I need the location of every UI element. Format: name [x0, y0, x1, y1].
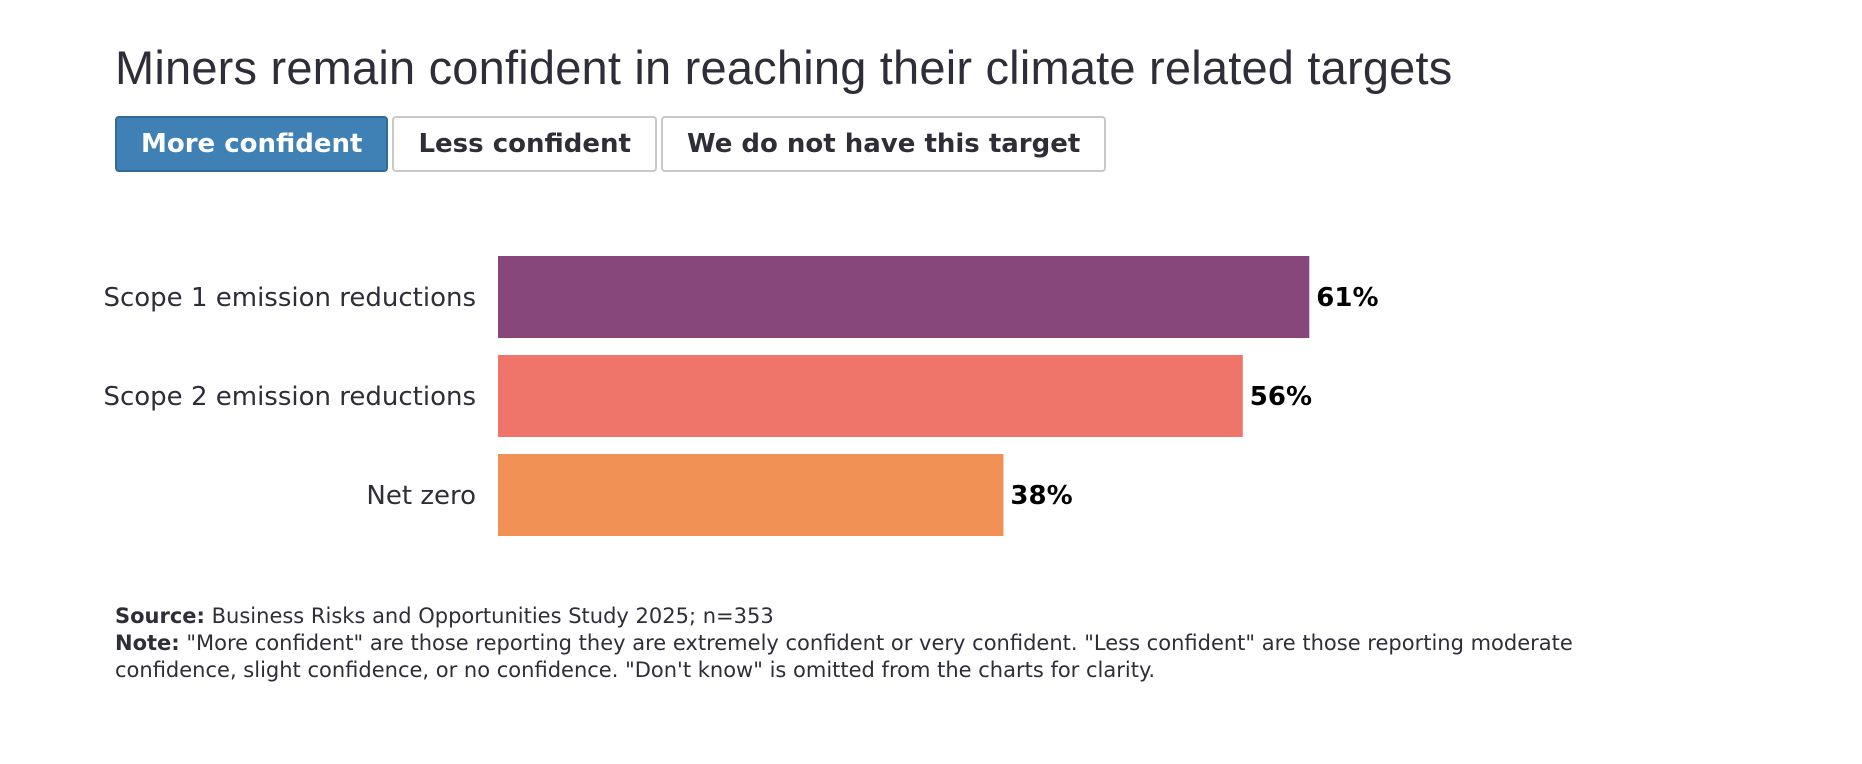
filter-tabs: More confident Less confident We do not …	[115, 116, 1107, 172]
tab-more-confident[interactable]: More confident	[115, 116, 389, 172]
tab-no-target[interactable]: We do not have this target	[660, 116, 1107, 172]
value-label-scope-2-emission-reductions: 56%	[1250, 382, 1312, 412]
tab-less-confident[interactable]: Less confident	[392, 116, 657, 172]
value-label-net-zero: 38%	[1010, 481, 1072, 511]
bar-net-zero	[498, 454, 1004, 536]
note-line: Note: "More confident" are those reporti…	[115, 630, 1675, 684]
bar-scope-2-emission-reductions	[498, 355, 1243, 437]
note-text: "More confident" are those reporting the…	[115, 631, 1573, 682]
note-label: Note:	[115, 631, 180, 655]
chart-footer: Source: Business Risks and Opportunities…	[115, 603, 1675, 684]
value-label-scope-1-emission-reductions: 61%	[1316, 283, 1378, 313]
category-label-scope-2-emission-reductions: Scope 2 emission reductions	[103, 382, 476, 412]
bar-chart: Scope 1 emission reductions 61% Scope 2 em…	[103, 256, 1379, 536]
chart-title: Miners remain confident in reaching thei…	[115, 41, 1453, 94]
source-line: Source: Business Risks and Opportunities…	[115, 603, 1675, 630]
category-label-scope-1-emission-reductions: Scope 1 emission reductions	[103, 283, 476, 313]
category-label-net-zero: Net zero	[366, 481, 476, 511]
bar-scope-1-emission-reductions	[498, 256, 1310, 338]
source-text: Business Risks and Opportunities Study 2…	[211, 604, 774, 628]
source-label: Source:	[115, 604, 205, 628]
